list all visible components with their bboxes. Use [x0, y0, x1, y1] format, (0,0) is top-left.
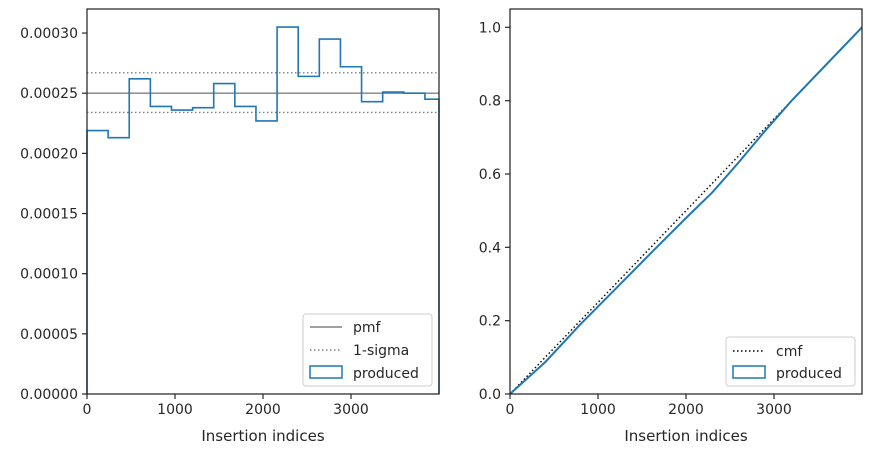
r-y-tick-label: 0.6 [479, 167, 501, 183]
series-produced-histogram [86, 26, 440, 394]
r-y-tick-label: 0.2 [479, 314, 501, 330]
l-y-tick-label: 0.00030 [20, 26, 78, 42]
legend-swatch-produced-left [309, 365, 343, 379]
right-plot-frame [509, 8, 863, 395]
series-produced-line [509, 26, 863, 395]
left-legend: pmf 1-sigma produced [302, 313, 433, 387]
r-y-tick-label: 1.0 [479, 20, 501, 36]
right-x-ticks: 0 1000 2000 3000 [506, 394, 792, 418]
left-panel: 0 1000 2000 3000 0.000000.000050.000100.000… [20, 8, 440, 445]
legend-label-produced-right: produced [776, 366, 842, 382]
r-x-tick-label: 3000 [756, 402, 792, 418]
right-legend: cmf produced [725, 336, 856, 387]
right-plot-marks [509, 26, 863, 395]
right-legend-box [725, 336, 856, 387]
r-x-tick-label: 2000 [668, 402, 704, 418]
l-y-tick-label: 0.00010 [20, 267, 78, 283]
r-y-tick-label: 0.0 [479, 387, 501, 403]
r-y-tick-label: 0.8 [479, 94, 501, 110]
legend-swatch-produced-right [732, 365, 766, 379]
l-y-tick-label: 0.00000 [20, 387, 78, 403]
r-y-tick-label: 0.4 [479, 240, 501, 256]
left-x-ticks: 0 1000 2000 3000 [83, 394, 369, 418]
right-x-axis-title: Insertion indices [624, 427, 747, 445]
l-y-tick-label: 0.00015 [20, 207, 78, 223]
left-y-ticks: 0.00000 0.00005 0.00010 0.00015 0.00020 0.000… [20, 26, 87, 403]
series-cmf-line [509, 26, 863, 395]
l-y-tick-label: 0.00020 [20, 146, 78, 162]
r-x-tick-label: 1000 [580, 402, 616, 418]
legend-label-pmf: pmf [353, 320, 382, 336]
right-y-ticks: 0.0 0.2 0.4 0.6 0.8 1.0 [479, 20, 510, 403]
left-x-axis-title: Insertion indices [201, 427, 324, 445]
legend-label-produced-left: produced [353, 366, 419, 382]
l-x-tick-label: 0 [83, 402, 92, 418]
l-x-tick-label: 3000 [333, 402, 369, 418]
left-legend-box [302, 313, 433, 387]
l-x-tick-label: 1000 [157, 402, 193, 418]
legend-label-1-sigma: 1-sigma [353, 343, 409, 359]
r-x-tick-label: 0 [506, 402, 515, 418]
l-y-tick-label: 0.00025 [20, 86, 78, 102]
l-x-tick-label: 2000 [245, 402, 281, 418]
right-panel: 0 1000 2000 3000 0.0 0.2 0.4 0.6 0.8 1.0 Inserti… [479, 8, 863, 445]
left-plot-marks [86, 26, 440, 394]
legend-label-cmf: cmf [776, 344, 803, 360]
l-y-tick-label: 0.00005 [20, 327, 78, 343]
